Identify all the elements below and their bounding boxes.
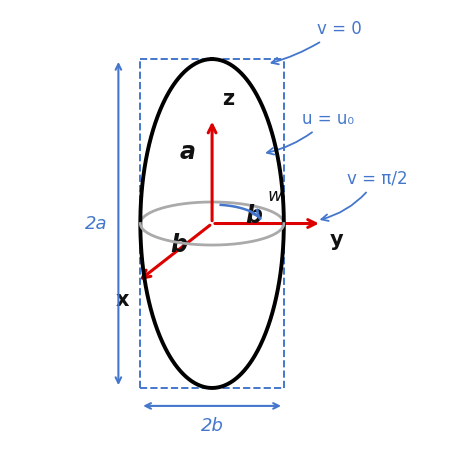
Text: y: y bbox=[330, 230, 343, 250]
Text: x: x bbox=[116, 290, 129, 310]
Text: 2b: 2b bbox=[201, 417, 224, 435]
Text: 2a: 2a bbox=[85, 214, 108, 233]
Text: v = π/2: v = π/2 bbox=[321, 170, 407, 221]
Text: b: b bbox=[171, 234, 188, 257]
Text: b: b bbox=[246, 203, 263, 228]
Text: a: a bbox=[179, 140, 195, 164]
Text: z: z bbox=[222, 89, 234, 109]
Text: u = u₀: u = u₀ bbox=[267, 110, 354, 154]
Text: w: w bbox=[268, 186, 283, 205]
Text: v = 0: v = 0 bbox=[272, 20, 362, 64]
